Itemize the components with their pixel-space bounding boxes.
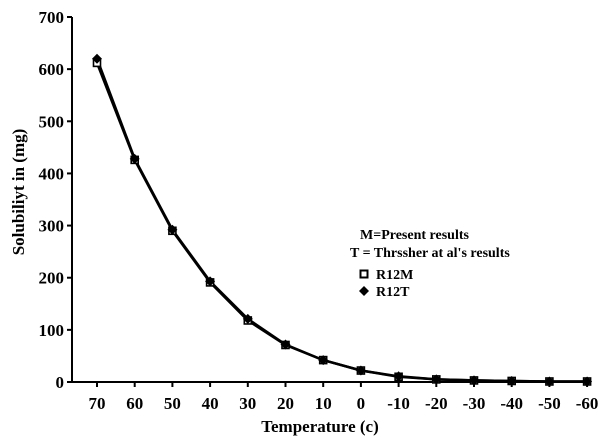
x-tick-label: 10 [315, 394, 332, 413]
y-tick-label: 300 [39, 217, 65, 236]
annotation-thrssher-results: T = Thrssher at al's results [350, 246, 510, 261]
point-r12t [318, 355, 329, 366]
point-r12t [582, 376, 593, 387]
x-axis-label: Temperature (c) [261, 417, 379, 436]
point-r12t [167, 224, 178, 235]
point-r12t [242, 313, 253, 324]
legend-marker-r12m [359, 269, 369, 279]
y-tick-label: 0 [56, 373, 65, 392]
series-group [92, 53, 593, 387]
legend-label-r12t: R12T [376, 285, 410, 300]
x-tick-label: -40 [500, 394, 523, 413]
y-tick-label: 700 [39, 8, 65, 27]
annotation-present-results: M=Present results [360, 228, 469, 243]
series-line-r12m [95, 62, 588, 383]
series-line-r12t [95, 58, 588, 383]
point-r12t [506, 375, 517, 386]
y-ticks: 0 100 200 300 400 500 600 700 [39, 8, 72, 392]
x-tick-label: 60 [126, 394, 143, 413]
y-tick-label: 400 [39, 164, 65, 183]
axes [71, 17, 590, 383]
y-tick-label: 500 [39, 112, 65, 131]
point-r12t [544, 376, 555, 387]
x-tick-label: -10 [387, 394, 410, 413]
point-r12t [205, 276, 216, 287]
point-r12t [280, 339, 291, 350]
x-tick-label: -30 [463, 394, 486, 413]
point-r12t [355, 365, 366, 376]
x-tick-label: 40 [202, 394, 219, 413]
y-tick-label: 200 [39, 269, 65, 288]
point-r12t [92, 53, 102, 64]
y-tick-label: 600 [39, 60, 65, 79]
x-ticks: 70 60 50 40 30 20 10 0 -10 -20 -30 -40 -50 -60 [89, 382, 599, 413]
y-tick-label: 100 [39, 321, 65, 340]
legend-label-r12m: R12M [376, 268, 413, 283]
point-r12t [469, 375, 479, 386]
point-r12t [431, 374, 442, 385]
x-tick-label: 70 [89, 394, 106, 413]
x-tick-label: 30 [239, 394, 256, 413]
x-tick-label: 50 [164, 394, 181, 413]
x-tick-label: 0 [357, 394, 366, 413]
point-r12t [393, 371, 404, 382]
point-r12t [129, 153, 140, 164]
legend: R12M R12T [359, 268, 413, 300]
legend-marker-r12t [359, 286, 369, 296]
x-tick-label: -60 [576, 394, 599, 413]
y-axis-label: Solubiliyt in (mg) [9, 129, 28, 256]
x-tick-label: 20 [277, 394, 294, 413]
x-tick-label: -20 [425, 394, 448, 413]
x-tick-label: -50 [538, 394, 561, 413]
